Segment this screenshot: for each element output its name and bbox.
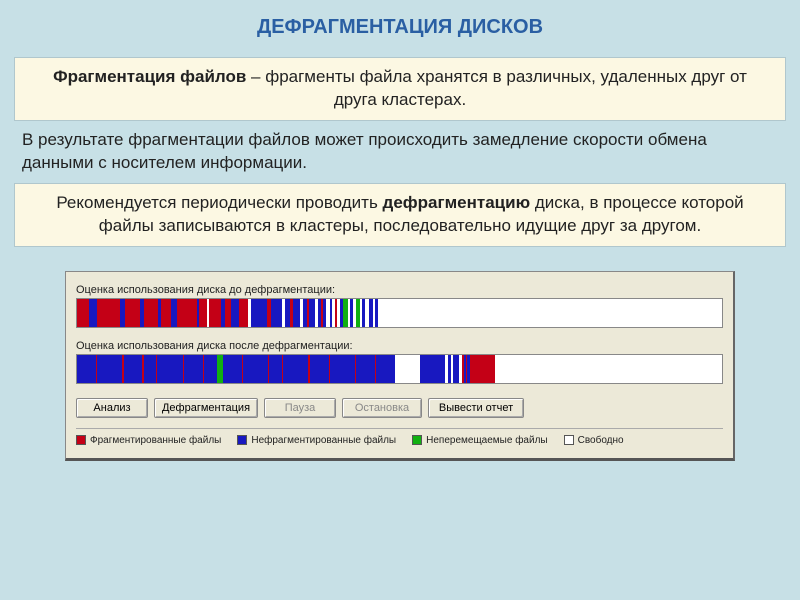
bar-segment [199,299,207,327]
legend-swatch [564,435,574,445]
legend-item: Свободно [564,435,624,446]
bar-segment [395,355,420,383]
bar-segment [239,299,248,327]
legend-swatch [237,435,247,445]
bar-segment [125,299,141,327]
usage-bar-after [76,354,723,384]
bar-segment [77,355,96,383]
bar-segment [89,299,97,327]
legend-label: Фрагментированные файлы [90,435,221,446]
bar-segment [97,299,120,327]
bar-segment [243,355,268,383]
legend-label: Неперемещаемые файлы [426,435,547,446]
divider [76,428,723,429]
bar-segment [231,299,239,327]
bar-segment [356,355,375,383]
legend-swatch [76,435,86,445]
page-title: ДЕФРАГМЕНТАЦИЯ ДИСКОВ [0,10,800,53]
bar-segment [144,299,158,327]
info-box-2-a: Рекомендуется периодически проводить [56,193,382,212]
defrag-window: Оценка использования диска до дефрагмент… [65,271,735,461]
bar-segment [97,355,122,383]
info-box-fragmentation: Фрагментация файлов – фрагменты файла хр… [14,57,786,121]
legend-swatch [412,435,422,445]
defrag-button: Пауза [264,398,336,418]
defrag-button[interactable]: Вывести отчет [428,398,524,418]
info-box-2-bold: дефрагментацию [383,193,531,212]
legend-item: Неперемещаемые файлы [412,435,547,446]
page-root: ДЕФРАГМЕНТАЦИЯ ДИСКОВ Фрагментация файло… [0,0,800,600]
info-box-1-rest: – фрагменты файла хранятся в различных, … [246,67,747,109]
bar-segment [420,355,445,383]
bar-segment [251,299,267,327]
bar-segment [124,355,143,383]
legend-label: Свободно [578,435,624,446]
bar-segment [77,299,89,327]
bar-segment [204,355,217,383]
bar-segment [271,299,283,327]
bar-segment [161,299,170,327]
bar-segment [144,355,157,383]
defrag-button[interactable]: Дефрагментация [154,398,258,418]
bar-segment [283,355,308,383]
bar-segment [184,355,203,383]
bar-label-after: Оценка использования диска после дефрагм… [76,340,723,352]
bar-segment [223,355,242,383]
bar-segment [209,299,221,327]
bar-segment [330,355,355,383]
bar-segment [310,355,329,383]
defrag-button[interactable]: Анализ [76,398,148,418]
bar-segment [495,355,722,383]
button-row: Анализ Дефрагментация Пауза Остановка Вывест… [76,398,723,418]
bar-segment [269,355,282,383]
bar-segment [177,299,197,327]
bar-segment [293,299,301,327]
legend-label: Нефрагментированные файлы [251,435,396,446]
spacer [76,328,723,336]
bar-segment [376,355,395,383]
legend-item: Нефрагментированные файлы [237,435,396,446]
usage-bar-before [76,298,723,328]
plain-paragraph: В результате фрагментации файлов может п… [22,129,778,175]
bar-segment [470,355,495,383]
info-box-1-bold: Фрагментация файлов [53,67,246,86]
legend-item: Фрагментированные файлы [76,435,221,446]
bar-label-before: Оценка использования диска до дефрагмент… [76,284,723,296]
defrag-button: Остановка [342,398,422,418]
legend-row: Фрагментированные файлы Нефрагментированн… [76,435,723,446]
bar-segment [157,355,182,383]
bar-segment [378,299,722,327]
info-box-recommendation: Рекомендуется периодически проводить деф… [14,183,786,247]
